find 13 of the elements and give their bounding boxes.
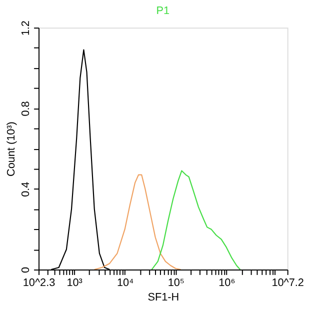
y-tick-label: 0.4 (20, 182, 32, 197)
x-axis-title: SF1-H (148, 292, 180, 304)
y-tick-label: 0.8 (20, 101, 32, 116)
text: P1 (156, 5, 170, 18)
y-axis-title: Count (10³) (5, 122, 18, 177)
x-tick-label: 10⁴ (116, 276, 134, 289)
y-tick-label: 1.2 (20, 20, 32, 36)
x-tick-label: 10^7.2 (272, 276, 304, 289)
y-tick-label: 0 (20, 266, 32, 274)
x-tick-label: 10^2.3 (22, 276, 56, 289)
x-tick-label: 10⁵ (168, 276, 184, 289)
x-tick-label: 10⁶ (218, 276, 236, 289)
x-tick-label: 10³ (66, 276, 83, 289)
